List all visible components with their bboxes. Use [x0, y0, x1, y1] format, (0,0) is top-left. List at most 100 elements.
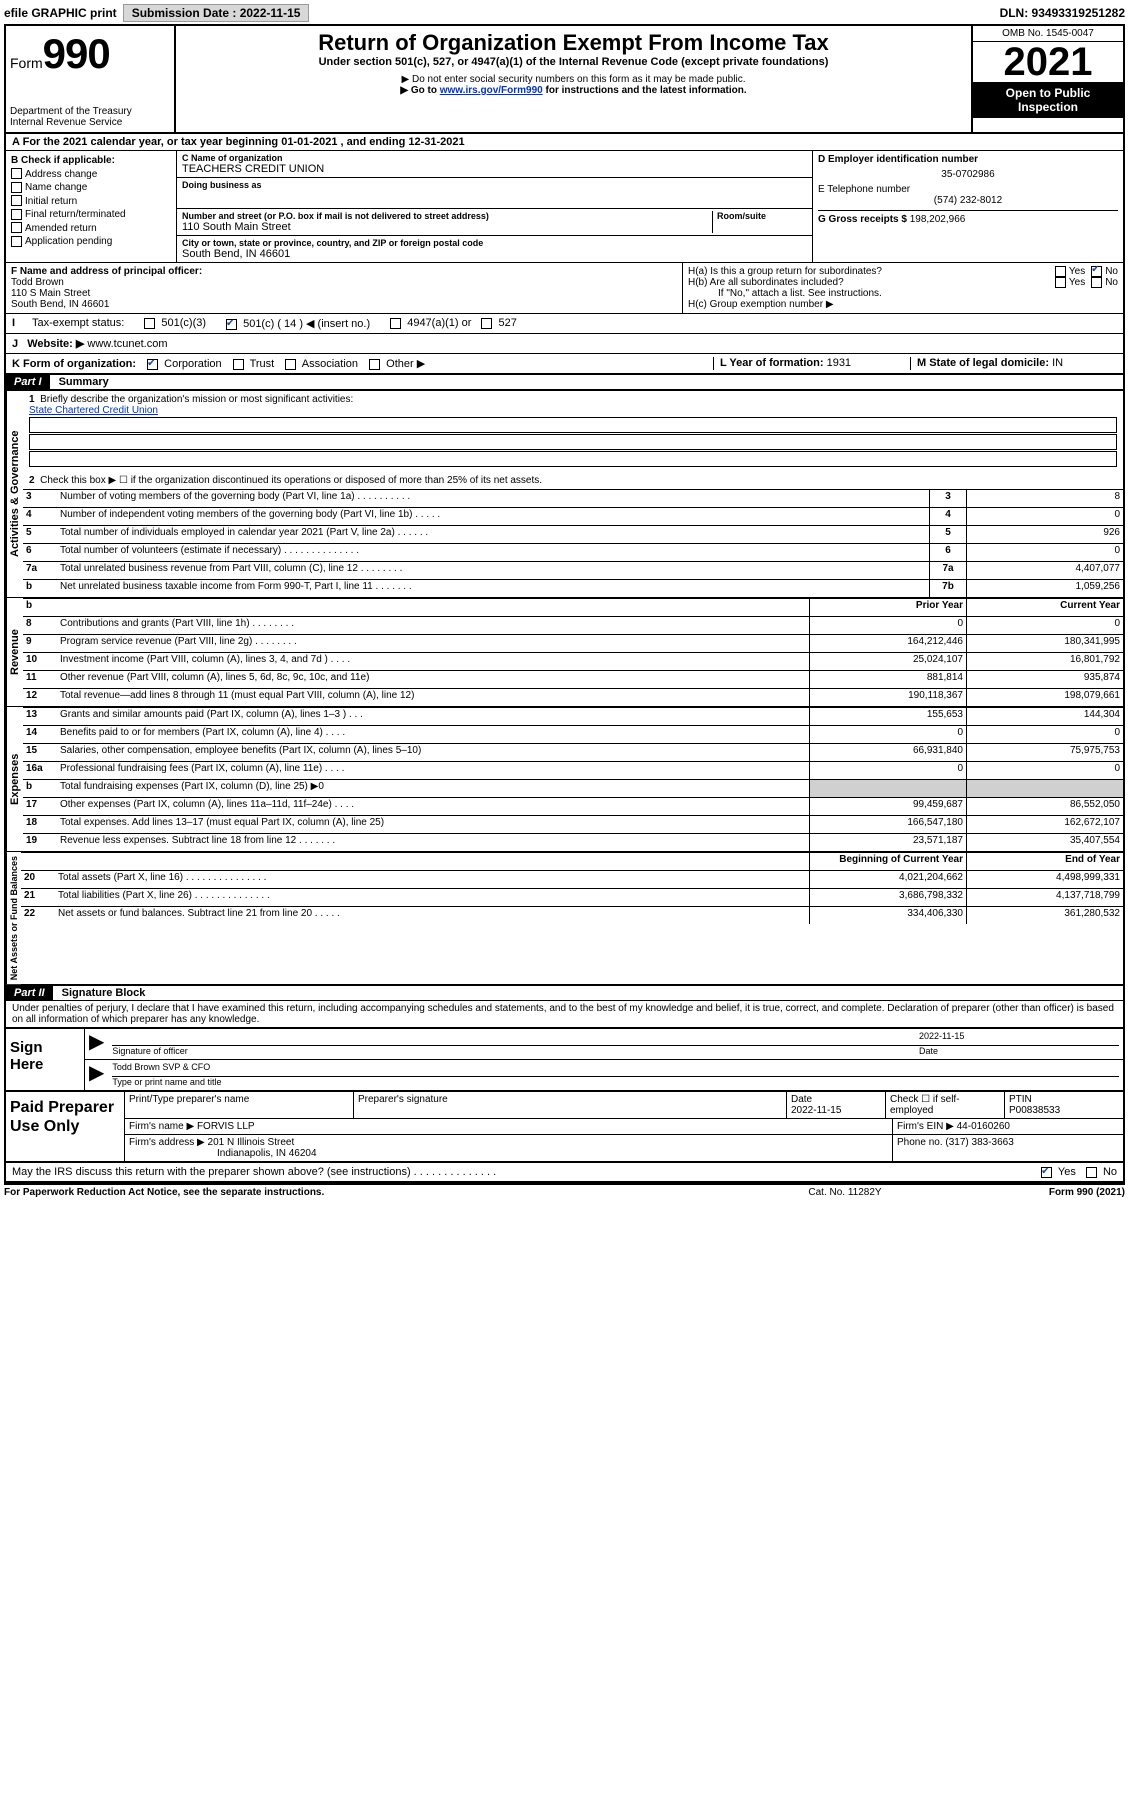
- cb-discuss-no[interactable]: [1086, 1167, 1097, 1178]
- website-value: www.tcunet.com: [87, 338, 167, 350]
- street-label: Number and street (or P.O. box if mail i…: [182, 211, 712, 221]
- l11-prior: 881,814: [809, 671, 966, 688]
- cb-address-change[interactable]: [11, 168, 22, 179]
- l11-text: Other revenue (Part VIII, column (A), li…: [57, 671, 809, 688]
- sign-here-label: Sign Here: [6, 1029, 85, 1090]
- penalties-text: Under penalties of perjury, I declare th…: [6, 1000, 1123, 1027]
- form-subtitle: Under section 501(c), 527, or 4947(a)(1)…: [182, 56, 965, 68]
- irs-link[interactable]: www.irs.gov/Form990: [440, 85, 543, 96]
- cb-ha-yes[interactable]: [1055, 266, 1066, 277]
- opt-corp: Corporation: [164, 358, 221, 370]
- l13-curr: 144,304: [966, 708, 1123, 725]
- cb-initial-return[interactable]: [11, 195, 22, 206]
- form-title: Return of Organization Exempt From Incom…: [182, 30, 965, 56]
- footer-right: Form 990 (2021): [945, 1187, 1125, 1198]
- l8-curr: 0: [966, 617, 1123, 634]
- l14-text: Benefits paid to or for members (Part IX…: [57, 726, 809, 743]
- l22-text: Net assets or fund balances. Subtract li…: [55, 907, 809, 924]
- phone-label: E Telephone number: [818, 184, 1118, 195]
- cb-527[interactable]: [481, 318, 492, 329]
- irs-label: Internal Revenue Service: [10, 117, 170, 128]
- l10-curr: 16,801,792: [966, 653, 1123, 670]
- hc-label: H(c) Group exemption number ▶: [688, 299, 1118, 310]
- cb-hb-yes[interactable]: [1055, 277, 1066, 288]
- l8-text: Contributions and grants (Part VIII, lin…: [57, 617, 809, 634]
- opt-amended: Amended return: [25, 223, 97, 234]
- cb-trust[interactable]: [233, 359, 244, 370]
- l11-curr: 935,874: [966, 671, 1123, 688]
- l9-prior: 164,212,446: [809, 635, 966, 652]
- cb-corp[interactable]: [147, 359, 158, 370]
- hdr-end: End of Year: [966, 853, 1123, 870]
- open-public-badge: Open to Public Inspection: [973, 82, 1123, 118]
- l17-text: Other expenses (Part IX, column (A), lin…: [57, 798, 809, 815]
- hb-note: If "No," attach a list. See instructions…: [688, 288, 1118, 299]
- phone-value: (574) 232-8012: [818, 195, 1118, 206]
- org-name: TEACHERS CREDIT UNION: [182, 163, 807, 175]
- opt-name-change: Name change: [25, 182, 87, 193]
- l19-text: Revenue less expenses. Subtract line 18 …: [57, 834, 809, 851]
- l6-key: 6: [929, 544, 966, 561]
- vlabel-netassets: Net Assets or Fund Balances: [6, 852, 21, 984]
- submission-date-btn[interactable]: Submission Date : 2022-11-15: [123, 4, 310, 22]
- cb-hb-no[interactable]: [1091, 277, 1102, 288]
- l14-prior: 0: [809, 726, 966, 743]
- row-i-marker: I: [12, 317, 32, 330]
- cb-pending[interactable]: [11, 236, 22, 247]
- dba-label: Doing business as: [182, 180, 807, 190]
- l16b-curr: [966, 780, 1123, 797]
- cb-501c[interactable]: [226, 319, 237, 330]
- l16a-text: Professional fundraising fees (Part IX, …: [57, 762, 809, 779]
- preparer-date-hdr: Date: [791, 1094, 812, 1105]
- l10-prior: 25,024,107: [809, 653, 966, 670]
- row-l-value: 1931: [827, 357, 851, 369]
- l18-prior: 166,547,180: [809, 816, 966, 833]
- cb-assoc[interactable]: [285, 359, 296, 370]
- cb-501c3[interactable]: [144, 318, 155, 329]
- cb-amended[interactable]: [11, 222, 22, 233]
- ha-no: No: [1105, 266, 1118, 277]
- l16b-text: Total fundraising expenses (Part IX, col…: [57, 780, 809, 797]
- cb-name-change[interactable]: [11, 182, 22, 193]
- tax-year: 2021: [973, 42, 1123, 82]
- l17-curr: 86,552,050: [966, 798, 1123, 815]
- preparer-sig-hdr: Preparer's signature: [354, 1092, 787, 1118]
- row-m-label: M State of legal domicile:: [917, 357, 1049, 369]
- l5-text: Total number of individuals employed in …: [57, 526, 929, 543]
- vlabel-activities: Activities & Governance: [6, 391, 23, 597]
- note-goto-prefix: ▶ Go to: [400, 85, 439, 96]
- mission-link[interactable]: State Chartered Credit Union: [29, 405, 158, 416]
- form-id-box: Form990 Department of the Treasury Inter…: [6, 26, 176, 132]
- cb-4947[interactable]: [390, 318, 401, 329]
- discuss-yes: Yes: [1058, 1166, 1076, 1178]
- l15-text: Salaries, other compensation, employee b…: [57, 744, 809, 761]
- firm-addr-label: Firm's address ▶: [129, 1137, 205, 1148]
- l15-curr: 75,975,753: [966, 744, 1123, 761]
- footer-catno: Cat. No. 11282Y: [745, 1187, 945, 1198]
- mission-line-1: [29, 417, 1117, 433]
- vlabel-expenses: Expenses: [6, 707, 23, 851]
- cb-final-return[interactable]: [11, 209, 22, 220]
- l21-curr: 4,137,718,799: [966, 889, 1123, 906]
- box-b-label: B Check if applicable:: [11, 154, 171, 168]
- cb-other[interactable]: [369, 359, 380, 370]
- cb-ha-no[interactable]: [1091, 266, 1102, 277]
- ptin-val: P00838533: [1009, 1105, 1060, 1116]
- cb-discuss-yes[interactable]: [1041, 1167, 1052, 1178]
- sig-name-label: Type or print name and title: [112, 1077, 1119, 1087]
- officer-addr1: 110 S Main Street: [11, 288, 677, 299]
- l8-prior: 0: [809, 617, 966, 634]
- q2: Check this box ▶ ☐ if the organization d…: [40, 475, 542, 486]
- dln-label: DLN: 93493319251282: [1000, 6, 1125, 20]
- l19-prior: 23,571,187: [809, 834, 966, 851]
- ein-value: 35-0702986: [818, 169, 1118, 180]
- l7a-text: Total unrelated business revenue from Pa…: [57, 562, 929, 579]
- street-value: 110 South Main Street: [182, 221, 712, 233]
- city-label: City or town, state or province, country…: [182, 238, 807, 248]
- sig-officer-label: Signature of officer: [112, 1046, 919, 1056]
- opt-501c: 501(c) ( 14 ) ◀ (insert no.): [243, 318, 370, 330]
- l20-text: Total assets (Part X, line 16) . . . . .…: [55, 871, 809, 888]
- l7b-text: Net unrelated business taxable income fr…: [57, 580, 929, 597]
- l21-prior: 3,686,798,332: [809, 889, 966, 906]
- l4-val: 0: [966, 508, 1123, 525]
